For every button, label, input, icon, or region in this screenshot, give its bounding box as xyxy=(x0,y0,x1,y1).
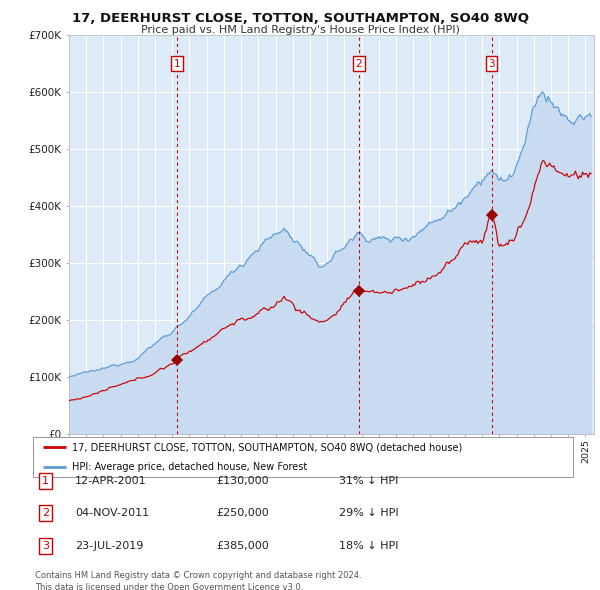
Text: 04-NOV-2011: 04-NOV-2011 xyxy=(75,509,149,518)
Text: 31% ↓ HPI: 31% ↓ HPI xyxy=(339,476,398,486)
Text: Price paid vs. HM Land Registry's House Price Index (HPI): Price paid vs. HM Land Registry's House … xyxy=(140,25,460,35)
Text: HPI: Average price, detached house, New Forest: HPI: Average price, detached house, New … xyxy=(72,462,307,471)
Text: £385,000: £385,000 xyxy=(216,541,269,550)
Text: 18% ↓ HPI: 18% ↓ HPI xyxy=(339,541,398,550)
Text: 2: 2 xyxy=(42,509,49,518)
Text: 17, DEERHURST CLOSE, TOTTON, SOUTHAMPTON, SO40 8WQ (detached house): 17, DEERHURST CLOSE, TOTTON, SOUTHAMPTON… xyxy=(72,442,462,453)
Text: 2: 2 xyxy=(356,59,362,69)
Text: 1: 1 xyxy=(42,476,49,486)
Text: 1: 1 xyxy=(174,59,181,69)
Text: 29% ↓ HPI: 29% ↓ HPI xyxy=(339,509,398,518)
Text: 3: 3 xyxy=(42,541,49,550)
Text: 12-APR-2001: 12-APR-2001 xyxy=(75,476,146,486)
Text: 3: 3 xyxy=(488,59,495,69)
Text: 17, DEERHURST CLOSE, TOTTON, SOUTHAMPTON, SO40 8WQ: 17, DEERHURST CLOSE, TOTTON, SOUTHAMPTON… xyxy=(71,12,529,25)
Text: £130,000: £130,000 xyxy=(216,476,269,486)
Text: Contains HM Land Registry data © Crown copyright and database right 2024.
This d: Contains HM Land Registry data © Crown c… xyxy=(35,571,361,590)
Text: £250,000: £250,000 xyxy=(216,509,269,518)
Text: 23-JUL-2019: 23-JUL-2019 xyxy=(75,541,143,550)
